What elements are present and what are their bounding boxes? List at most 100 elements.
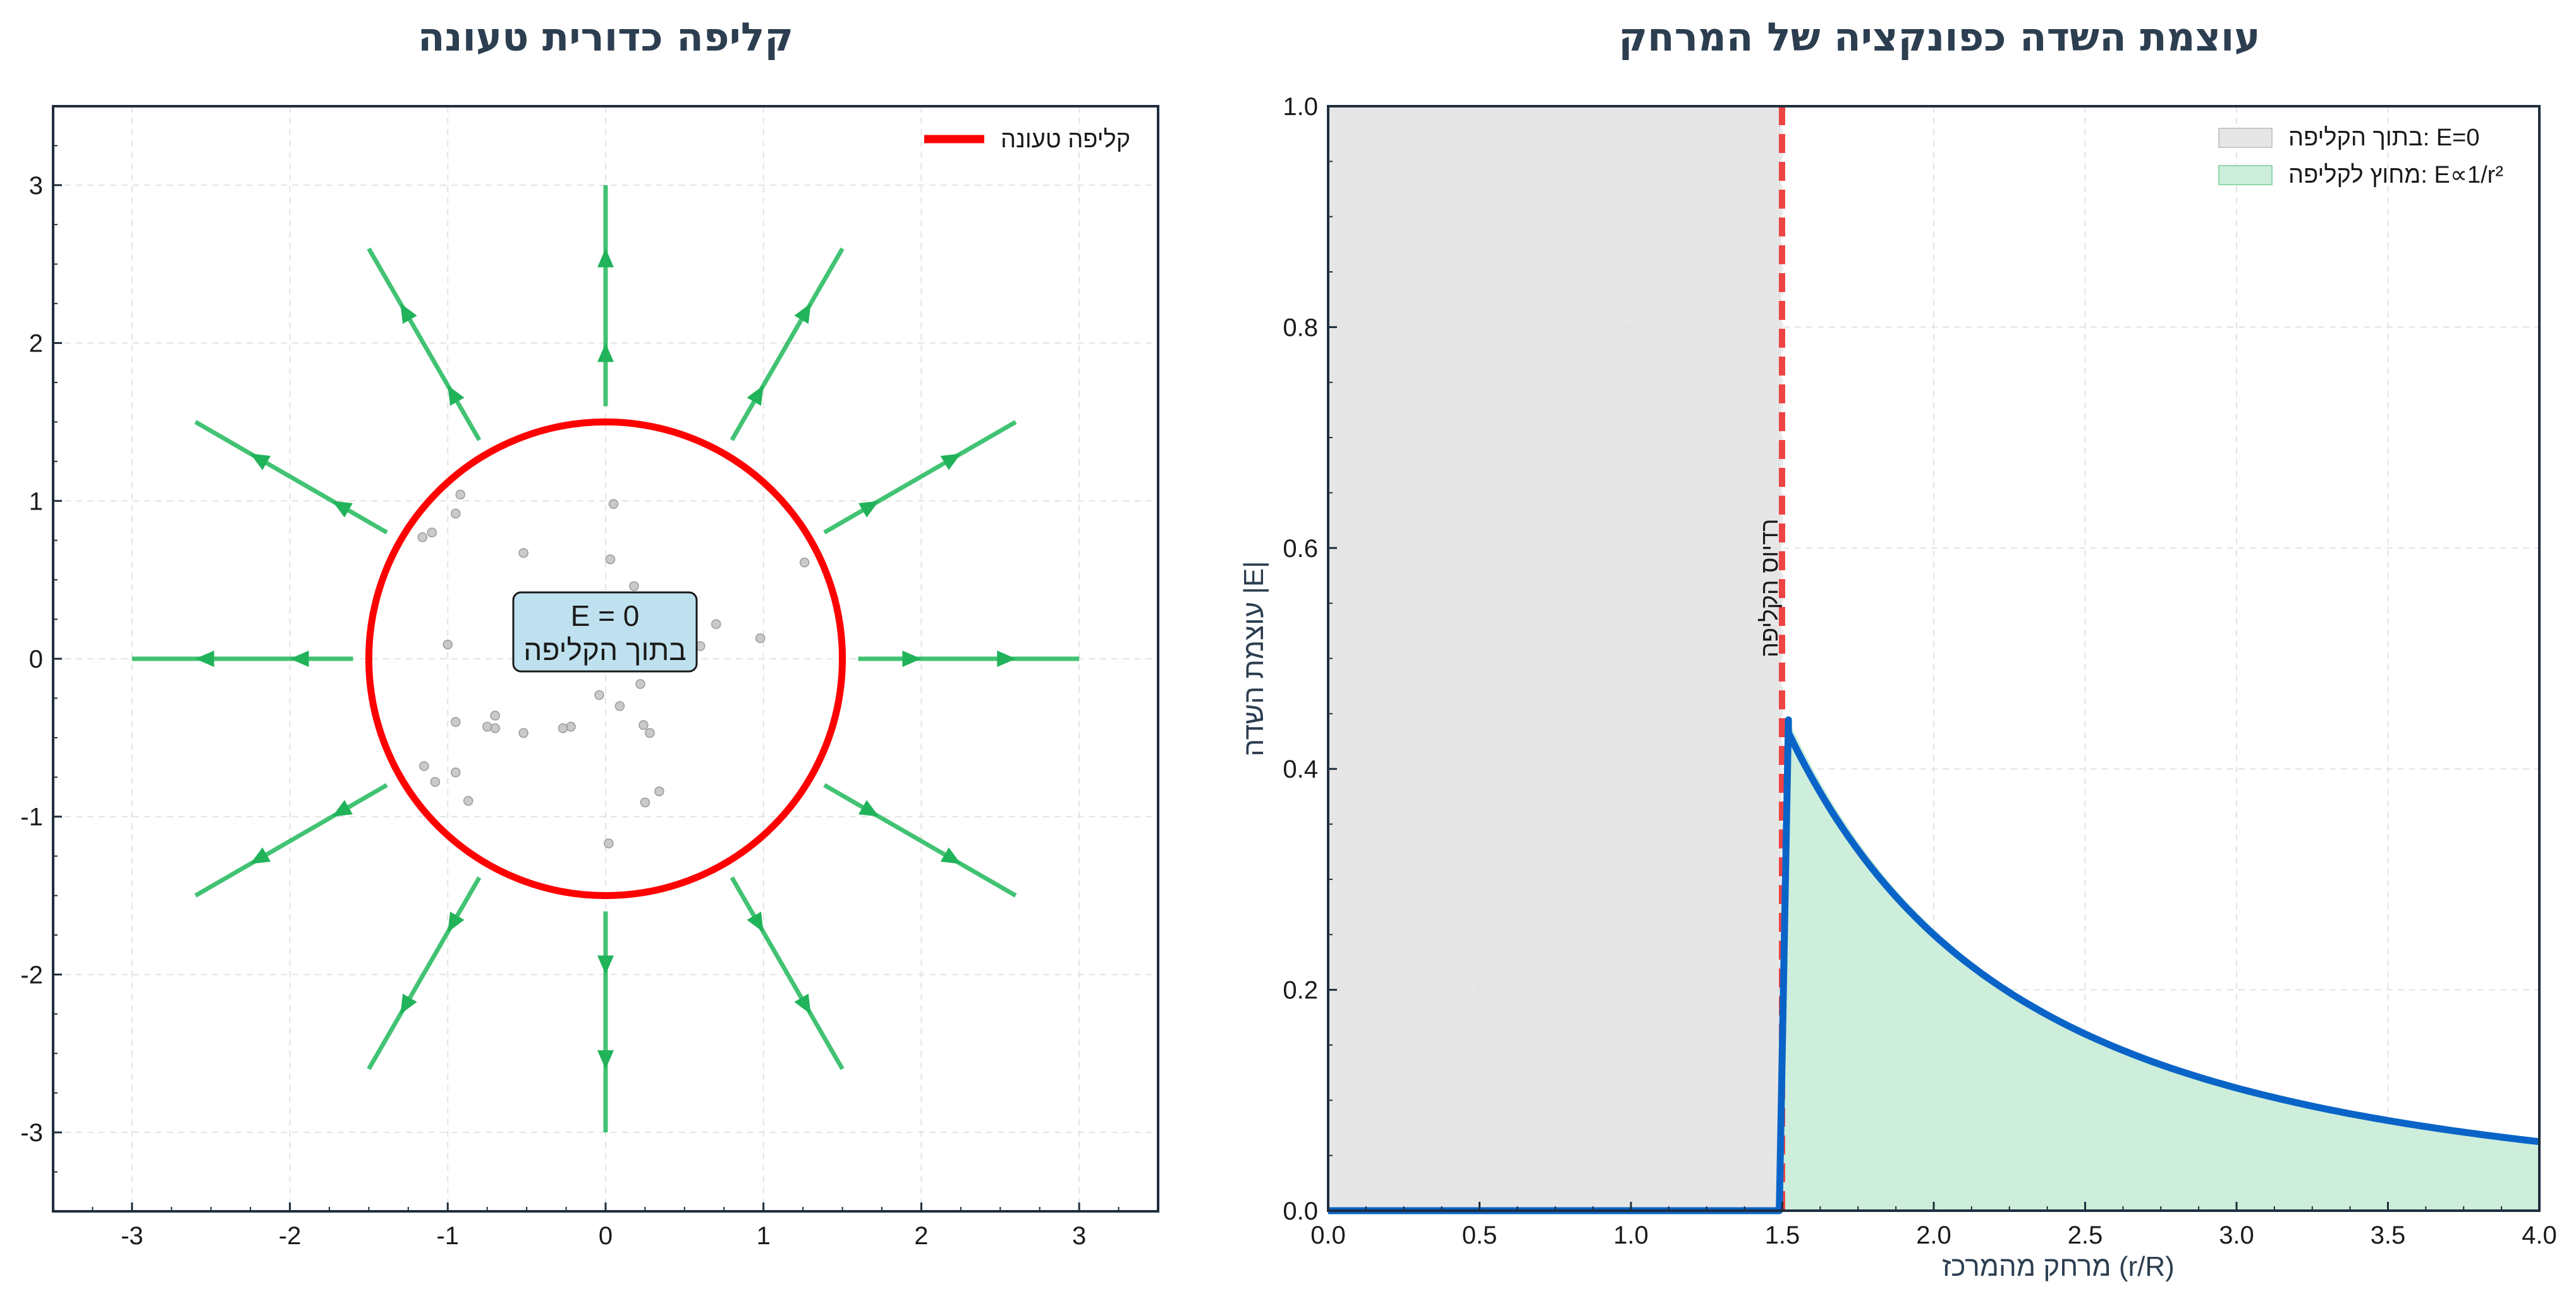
inside-annotation: E = 0 בתוך הקליפה: [512, 591, 698, 673]
field-line: [823, 783, 1017, 898]
left-x-tick-label: -3: [121, 1222, 143, 1250]
field-arrow: [250, 847, 271, 864]
annotation-line2: בתוך הקליפה: [523, 633, 687, 666]
charged-shell: [365, 418, 846, 900]
field-line: [729, 247, 845, 441]
right-x-tick-label: 3.0: [2219, 1221, 2254, 1249]
left-y-tick-label: -2: [20, 961, 43, 989]
inside-point: [608, 499, 619, 510]
y-axis-label: עוצמת השדה |E|: [1238, 561, 1269, 756]
inside-point: [455, 489, 466, 500]
right-x-tick-label: 3.5: [2371, 1221, 2406, 1249]
field-arrow: [597, 955, 614, 975]
left-x-tick-label: 1: [757, 1222, 771, 1250]
left-y-tick-label: 2: [29, 330, 43, 358]
inside-point: [451, 717, 461, 727]
field-arrow: [794, 993, 811, 1015]
inside-point: [635, 679, 645, 689]
inside-point: [419, 761, 429, 771]
inside-point: [605, 554, 616, 565]
right-y-tick-label: 0.2: [1283, 977, 1318, 1005]
inside-point: [490, 723, 500, 733]
inside-point: [629, 581, 639, 591]
left-x-tick-label: 0: [599, 1222, 613, 1250]
field-line: [194, 420, 388, 535]
inside-point: [604, 838, 614, 848]
right-x-tick-label: 2.5: [2068, 1221, 2103, 1249]
left-x-tick-label: -2: [279, 1222, 302, 1250]
left-legend: קליפה טעונה: [924, 126, 1130, 153]
right-legend: בתוך הקליפה: E=0 מחוץ לקליפה: E∝1/r²: [2218, 125, 2503, 188]
field-lines: [131, 185, 1080, 1133]
field-line: [194, 783, 388, 898]
left-y-tick-label: -1: [20, 804, 43, 831]
left-x-tick-label: 2: [914, 1222, 928, 1250]
inside-point: [614, 701, 625, 711]
left-chart-title: קליפה כדורית טעונה: [418, 14, 793, 60]
inside-point: [654, 786, 664, 797]
right-y-tick-label: 0.0: [1283, 1197, 1318, 1225]
right-x-tick-label: 2.0: [1916, 1221, 1951, 1249]
annotation-line1: E = 0: [571, 599, 640, 632]
right-x-tick-label: 0.5: [1462, 1221, 1498, 1249]
right-chart: עוצמת השדה כפונקציה של המרחק רדיוס הקליפ…: [1238, 14, 2557, 1282]
field-arrow: [858, 800, 879, 817]
right-y-tick-label: 0.8: [1283, 314, 1318, 341]
right-y-tick-label: 1.0: [1283, 93, 1318, 121]
left-y-tick-label: 3: [29, 172, 43, 200]
inside-point: [799, 557, 810, 568]
right-chart-title: עוצמת השדה כפונקציה של המרחק: [1618, 14, 2260, 60]
field-arrow: [747, 912, 764, 933]
legend-inside-swatch: [2218, 128, 2273, 148]
field-arrow: [332, 501, 353, 518]
right-x-tick-label: 0.0: [1310, 1221, 1346, 1249]
legend-inside-label: בתוך הקליפה: E=0: [2288, 125, 2480, 151]
inside-point: [430, 777, 441, 787]
field-line: [367, 876, 482, 1070]
field-strength-curve: [1328, 716, 2540, 1214]
left-y-tick-label: -3: [20, 1119, 43, 1147]
right-x-tick-label: 1.5: [1765, 1221, 1800, 1249]
field-arrow: [332, 800, 353, 817]
right-plot-frame: [1327, 105, 2541, 1212]
inside-point: [711, 619, 721, 629]
field-line: [729, 876, 845, 1070]
field-arrow: [400, 993, 417, 1015]
inside-point: [427, 527, 437, 537]
field-arrow: [597, 248, 614, 267]
inside-point: [638, 720, 649, 730]
inside-point: [518, 728, 528, 738]
left-y-tick-label: 0: [29, 645, 43, 673]
left-y-tick-label: 1: [29, 487, 43, 515]
outside-region-area: [1782, 719, 2546, 1211]
left-x-tick-label: -1: [436, 1222, 459, 1250]
left-chart: קליפה כדורית טעונה -3 -2 -1 0 1 2 3-3-2-10123 …: [20, 14, 1159, 1250]
inside-point: [640, 797, 650, 807]
left-plot-frame: [52, 105, 1159, 1213]
field-arrow: [940, 453, 961, 470]
inside-points: [417, 489, 810, 848]
legend-outside-swatch: [2218, 165, 2273, 185]
right-x-tick-label: 1.0: [1613, 1221, 1649, 1249]
field-arrow: [250, 453, 271, 470]
field-line: [367, 247, 482, 441]
x-axis-label: מרחק מהמרכז (r/R): [1942, 1251, 2175, 1282]
inside-region: [1328, 106, 1781, 1211]
inside-point: [490, 711, 500, 721]
right-ticks: 0.0 0.5 1.0 1.5 2.0 2.5 3.0 3.5 4.0 0.0 0.2 0.4 0.6 0…: [1283, 93, 2556, 1249]
field-arrow: [195, 651, 214, 667]
inside-point: [566, 721, 576, 732]
inside-point: [443, 639, 453, 650]
field-arrow: [597, 1050, 614, 1070]
inside-point: [645, 728, 655, 738]
inside-point: [594, 690, 604, 700]
field-arrow: [448, 385, 465, 406]
shell-radius-label: רדיוס הקליפה: [1757, 518, 1783, 658]
field-arrow: [940, 847, 961, 864]
annotation-box: [512, 591, 698, 673]
field-arrow: [794, 303, 811, 324]
field-arrow: [448, 912, 465, 933]
field-arrow: [400, 303, 417, 324]
field-arrow: [747, 385, 764, 406]
